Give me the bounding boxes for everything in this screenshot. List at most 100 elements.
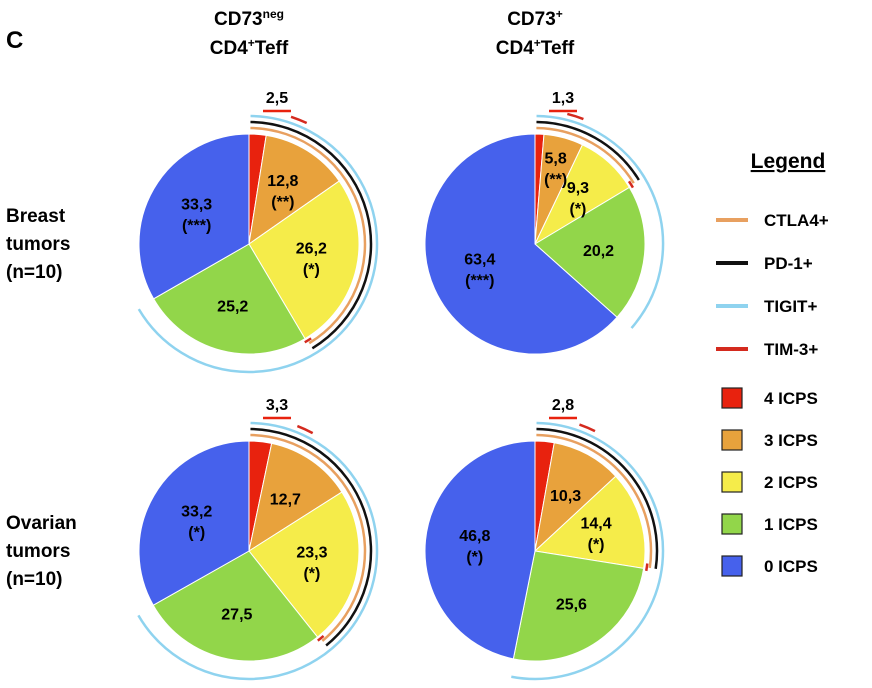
significance-label: (*) [188,525,205,542]
marker-arc [567,112,584,121]
legend-marker-label: PD-1+ [764,254,813,273]
legend-marker-label: TIM-3+ [764,340,818,359]
column-title-cell-superscript: + [248,36,255,50]
slice-value-label: 2,8 [552,397,574,414]
slice-value-label: 12,7 [270,492,301,509]
slice-value-label: 27,5 [221,607,252,624]
slice-value-label: 12,8 [267,173,298,190]
marker-arc [536,126,635,184]
slice-value-label: 33,2 [181,504,212,521]
legend: Legend CTLA4+ PD-1+ TIGIT+ TIM-3+ 4 ICPS 3 ICP… [716,150,829,577]
slice-value-label: 3,3 [266,397,288,414]
marker-arc [511,421,665,681]
marker-arc [579,423,596,433]
marker-arc [250,126,367,345]
slice-value-label: 46,8 [459,528,490,545]
marker-arc [317,634,325,642]
slice-value-label: 5,8 [545,151,567,168]
marker-arc [296,424,314,435]
row-label-line: Breast [6,206,66,227]
slice-value-label: 1,3 [552,90,574,107]
pie-breast-0: 2,5 12,8 (**) 26,2 (*) 25,2 33,3 (***) [137,90,379,374]
marker-arc [137,114,379,374]
slice-value-label: 9,3 [567,180,589,197]
row-labels: Breast tumors (n=10) Ovarian tumors (n=10) [6,206,77,590]
column-title-line2: CD4+Teff [210,36,289,59]
slice-value-label: 25,2 [217,299,248,316]
marker-arc [137,421,379,681]
pie-slice [248,134,340,246]
column-title-line1: CD73neg [214,7,284,30]
slice-value-label: 23,3 [296,545,327,562]
pie-slice [248,491,360,638]
marker-arc [536,427,659,570]
slice-value-label: 10,3 [550,488,581,505]
pie-ovarian-0: 3,3 12,7 23,3 (*) 27,5 33,2 (*) [137,397,379,681]
marker-arc [290,115,308,125]
row-label-line: (n=10) [6,569,63,590]
slice-value-label: 14,4 [580,516,611,533]
pie-ovarian-1: 2,8 10,3 14,4 (*) 25,6 46,8 (*) [424,397,665,681]
pie-slice [534,442,617,553]
marker-arc [250,433,367,642]
legend-color-swatch [721,555,743,577]
slice-value-label: 33,3 [181,197,212,214]
pie-slice [152,550,319,662]
significance-label: (**) [271,194,294,211]
column-title-superscript: + [556,7,563,21]
pie-slice [248,180,360,340]
marker-arc [304,337,312,344]
legend-color-swatch [721,429,743,451]
slice-value-label: 25,6 [556,596,587,613]
significance-label: (***) [182,218,211,235]
legend-title: Legend [751,150,826,173]
column-title-main: CD73 [507,9,556,30]
row-label-line: tumors [6,234,70,255]
pie-slice [248,442,343,553]
marker-arc [536,114,665,329]
significance-label: (*) [569,201,586,218]
pie-slice [152,243,306,355]
significance-label: (**) [544,172,567,189]
slice-value-label: 2,5 [266,90,288,107]
column-title-teff: Teff [541,38,575,59]
row-label-line: Ovarian [6,513,77,534]
significance-label: (*) [303,566,320,583]
legend-marker-label: TIGIT+ [764,297,817,316]
panel-letter: C [6,27,23,54]
column-title-cell-superscript: + [534,36,541,50]
slice-value-label: 20,2 [583,243,614,260]
column-title-cell: CD4 [210,38,248,59]
significance-label: (*) [466,549,483,566]
legend-color-swatch [721,513,743,535]
column-title-line1: CD73+ [507,7,563,30]
row-label-line: (n=10) [6,262,63,283]
pie-slice [534,186,646,318]
pie-slice [138,440,250,606]
column-title-line2: CD4+Teff [496,36,575,59]
marker-arc [536,433,653,569]
legend-color-swatch [721,471,743,493]
legend-category-label: 0 ICPS [764,557,818,576]
marker-arc [250,120,373,350]
legend-marker-label: CTLA4+ [764,211,829,230]
pie-slice [424,133,618,355]
significance-label: (***) [465,273,494,290]
slice-value-label: 26,2 [296,241,327,258]
pies: 2,5 12,8 (**) 26,2 (*) 25,2 33,3 (***) 1,3 5,8 (**… [137,90,665,681]
marker-arc [627,180,635,189]
legend-category-label: 2 ICPS [764,473,818,492]
legend-category-label: 1 ICPS [764,515,818,534]
legend-category-label: 4 ICPS [764,389,818,408]
column-title-superscript: neg [263,7,284,21]
legend-category-label: 3 ICPS [764,431,818,450]
legend-color-swatch [721,387,743,409]
marker-arc [645,563,649,572]
column-title-cell: CD4 [496,38,534,59]
column-title-teff: Teff [255,38,289,59]
pie-slice [533,475,646,569]
significance-label: (*) [588,537,605,554]
